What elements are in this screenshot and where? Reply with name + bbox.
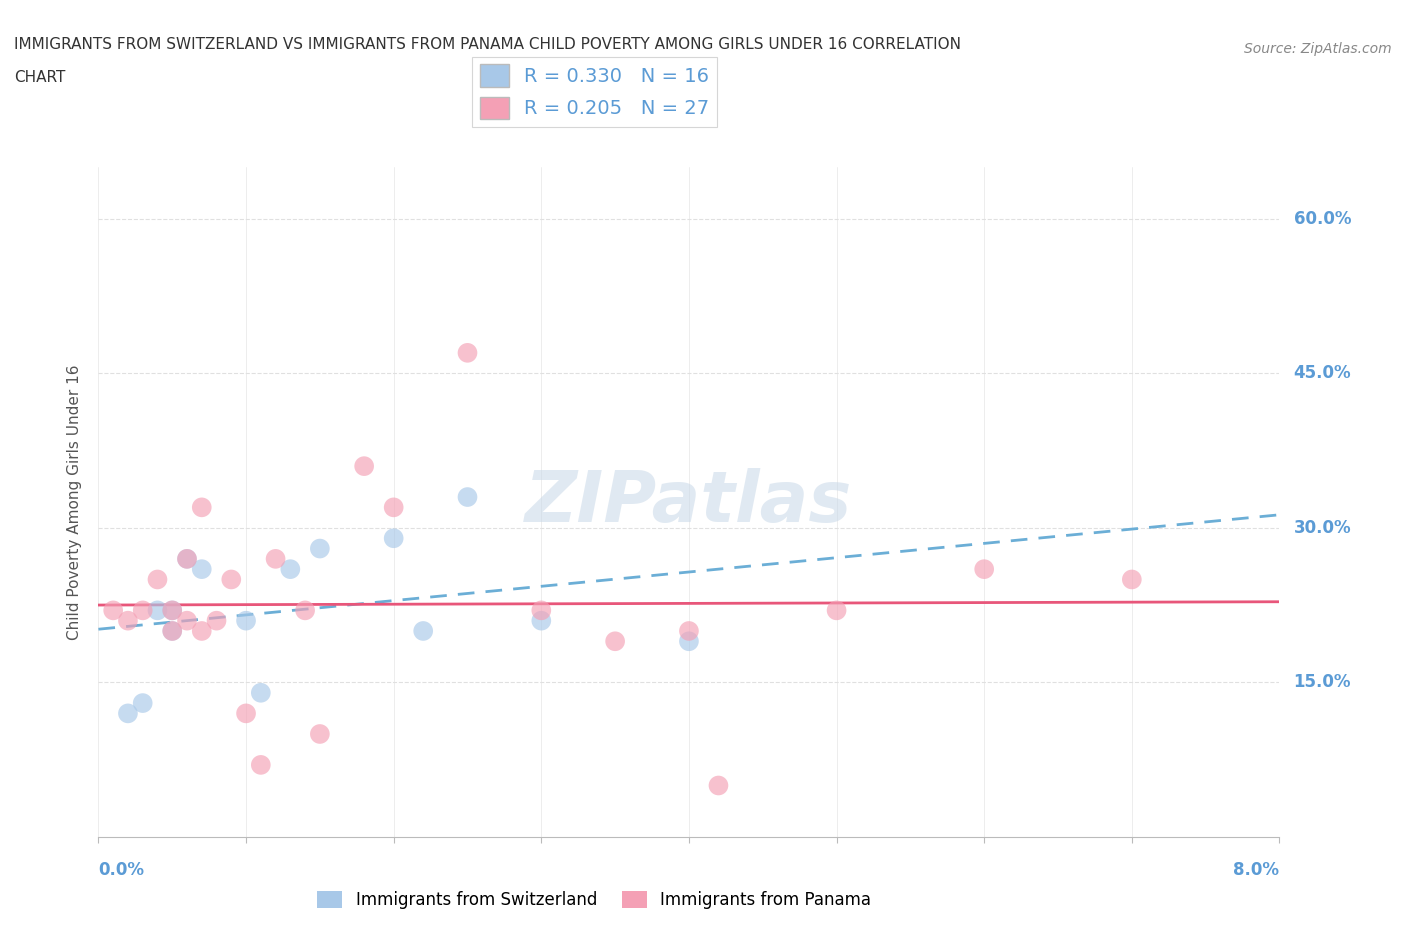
Point [132,696,155,711]
Point [162,623,183,638]
Point [103,603,124,618]
Point [278,562,301,577]
Text: CHART: CHART [14,70,66,85]
Text: 45.0%: 45.0% [1294,365,1351,382]
Point [191,500,214,515]
Text: Source: ZipAtlas.com: Source: ZipAtlas.com [1244,42,1392,56]
Point [191,562,214,577]
Point [1121,572,1143,587]
Point [162,623,183,638]
Point [678,634,700,649]
Point [973,562,995,577]
Point [235,613,257,628]
Point [382,531,405,546]
Text: 0.0%: 0.0% [98,860,145,879]
Text: IMMIGRANTS FROM SWITZERLAND VS IMMIGRANTS FROM PANAMA CHILD POVERTY AMONG GIRLS : IMMIGRANTS FROM SWITZERLAND VS IMMIGRANT… [14,37,962,52]
Text: 15.0%: 15.0% [1294,673,1351,692]
Point [353,458,375,473]
Point [678,623,700,638]
Point [162,603,183,618]
Text: 60.0%: 60.0% [1294,210,1351,228]
Point [235,706,257,721]
Point [146,603,169,618]
Point [162,603,183,618]
Point [707,778,730,793]
Point [530,613,553,628]
Point [250,757,273,772]
Point [117,706,139,721]
Point [294,603,316,618]
Point [456,345,478,360]
Point [825,603,848,618]
Point [132,603,155,618]
Point [456,489,478,504]
Point [176,551,198,566]
Point [205,613,228,628]
Point [412,623,434,638]
Point [264,551,287,566]
Point [250,685,273,700]
Point [146,572,169,587]
Point [176,613,198,628]
Point [308,726,332,741]
Point [219,572,242,587]
Text: 8.0%: 8.0% [1233,860,1279,879]
Text: 30.0%: 30.0% [1294,519,1351,537]
Point [176,551,198,566]
Point [191,623,214,638]
Point [530,603,553,618]
Point [117,613,139,628]
Point [382,500,405,515]
Point [605,634,627,649]
Legend: R = 0.330   N = 16, R = 0.205   N = 27: R = 0.330 N = 16, R = 0.205 N = 27 [472,57,717,126]
Point [308,541,332,556]
Text: ZIPatlas: ZIPatlas [526,468,852,537]
Y-axis label: Child Poverty Among Girls Under 16: Child Poverty Among Girls Under 16 [67,365,83,640]
